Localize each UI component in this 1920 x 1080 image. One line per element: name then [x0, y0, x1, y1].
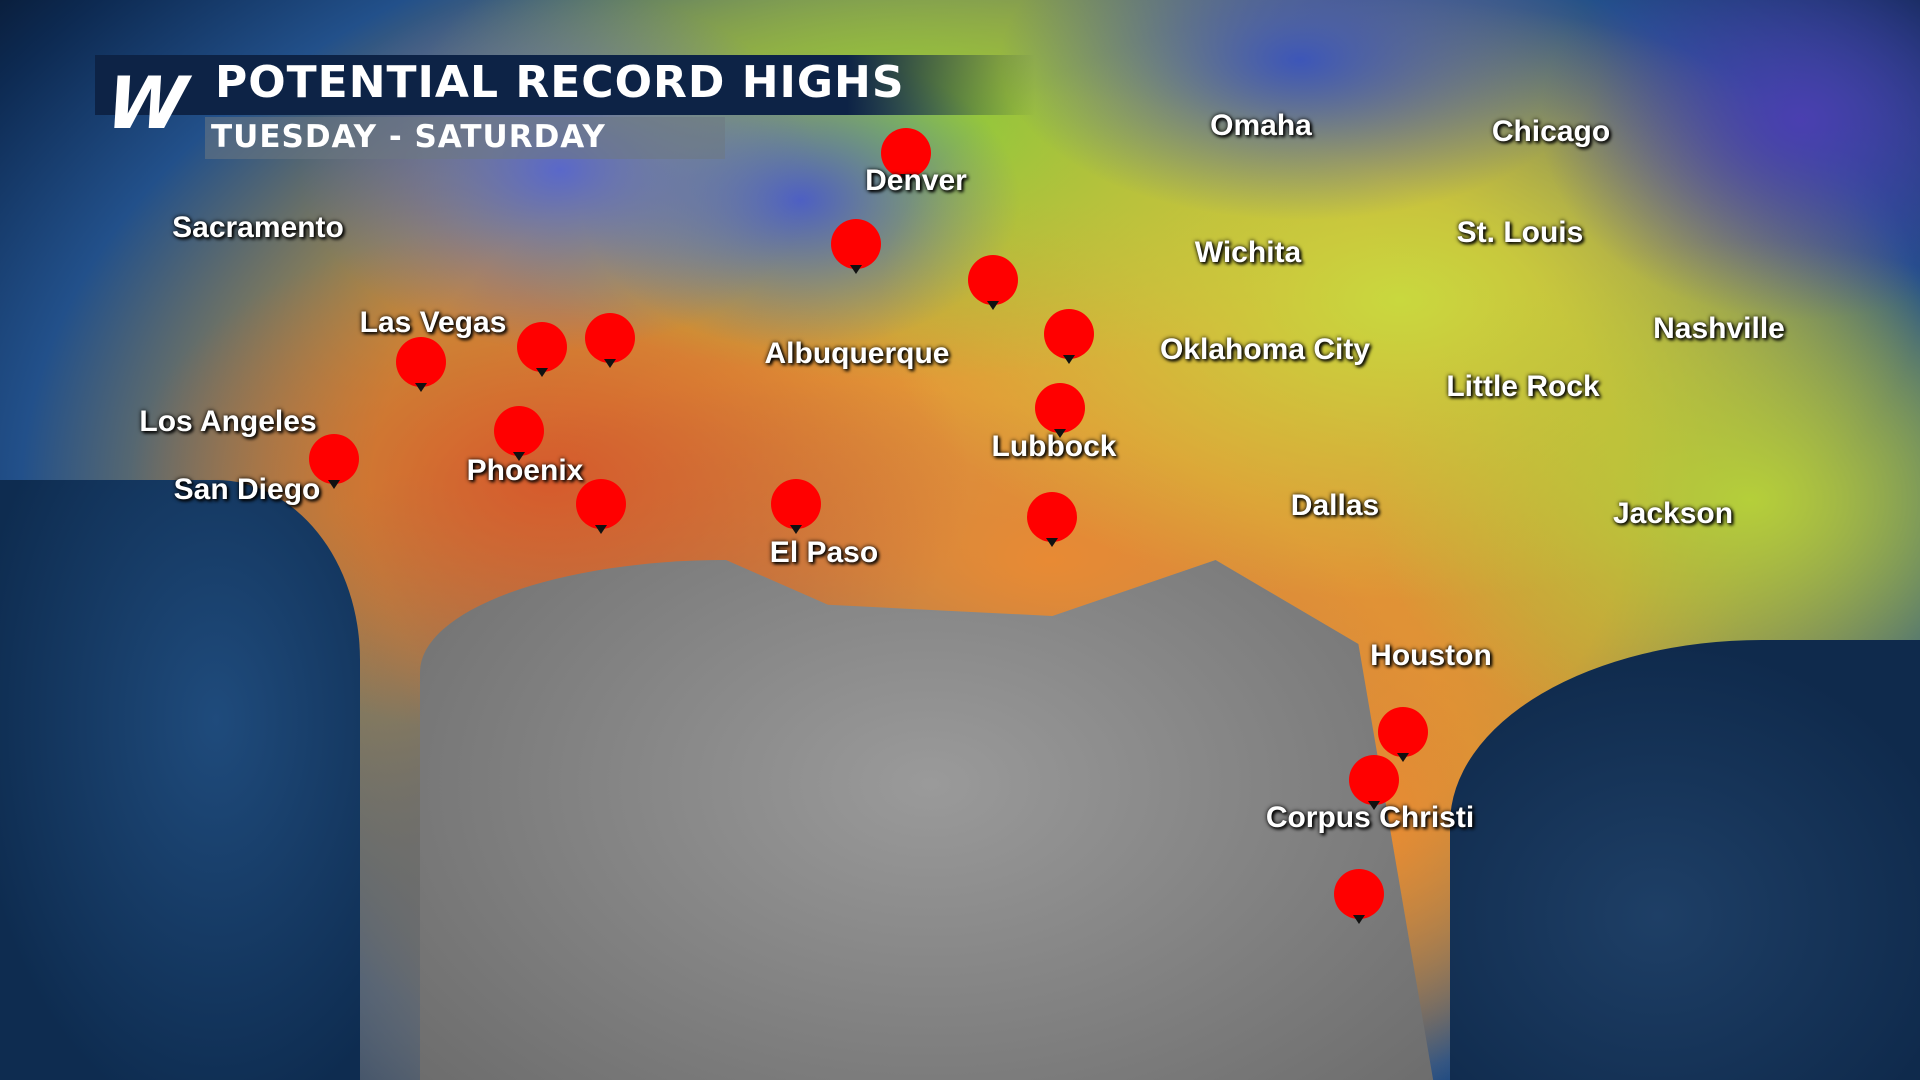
city-label: Los Angeles [139, 405, 317, 438]
pacific-ocean [0, 480, 360, 1080]
city-label: Denver [865, 164, 967, 197]
city-label: Jackson [1612, 497, 1734, 530]
record-high-pin-icon [576, 479, 626, 534]
record-high-pin-icon [1378, 707, 1428, 762]
record-high-pin-icon [881, 128, 931, 183]
city-label: El Paso [769, 536, 879, 569]
record-high-pin-icon [309, 434, 359, 489]
city-label: Omaha [1210, 109, 1312, 142]
record-high-pin-icon [1035, 383, 1085, 438]
city-label: Corpus Christi [1265, 801, 1475, 834]
record-high-pin-icon [968, 255, 1018, 310]
city-label: Sacramento [172, 211, 344, 244]
record-high-pin-icon [1044, 309, 1094, 364]
record-high-pin-icon [831, 219, 881, 274]
city-label: Albuquerque [764, 337, 950, 370]
city-label: Wichita [1194, 236, 1302, 269]
weathernation-logo: W [102, 61, 183, 145]
city-label: Phoenix [466, 454, 584, 487]
subtitle-bar [205, 117, 725, 159]
record-high-pin-icon [1349, 755, 1399, 810]
city-label: San Diego [173, 473, 321, 506]
gulf-of-mexico [1450, 640, 1920, 1080]
city-label: Little Rock [1446, 370, 1600, 403]
city-label: Chicago [1491, 115, 1611, 148]
title-bar [95, 55, 1035, 115]
page-title: POTENTIAL RECORD HIGHS [215, 57, 905, 108]
city-label: Houston [1370, 639, 1492, 672]
record-high-pin-icon [396, 337, 446, 392]
city-label: St. Louis [1456, 216, 1584, 249]
city-label: Lubbock [991, 430, 1117, 463]
record-high-pin-icon [1027, 492, 1077, 547]
record-high-pin-icon [771, 479, 821, 534]
record-high-pin-icon [517, 322, 567, 377]
city-label: Oklahoma City [1159, 333, 1371, 366]
city-label: Nashville [1653, 312, 1785, 345]
record-high-pin-icon [1334, 869, 1384, 924]
city-label: Dallas [1290, 489, 1380, 522]
city-label: Las Vegas [359, 306, 507, 339]
record-high-pin-icon [585, 313, 635, 368]
mexico-landmass [420, 560, 1440, 1080]
record-high-pin-icon [494, 406, 544, 461]
page-subtitle: TUESDAY - SATURDAY [211, 119, 606, 155]
